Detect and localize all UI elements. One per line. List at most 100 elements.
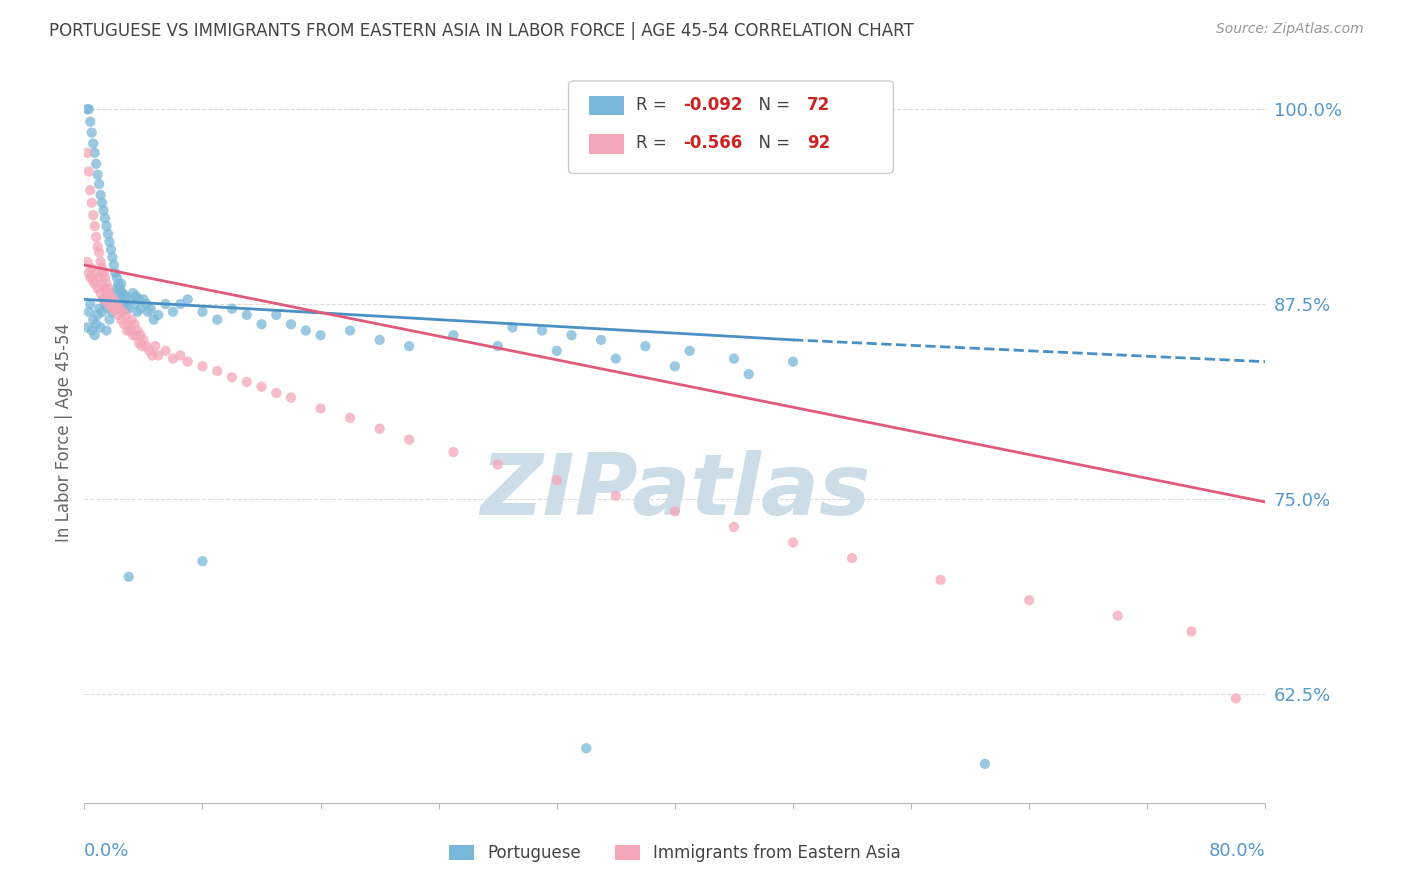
Point [127, 305, 149, 319]
Point [221, 370, 243, 384]
Point [100, 243, 122, 257]
Point [250, 318, 273, 332]
Point [162, 305, 184, 319]
Point [132, 333, 155, 347]
Point [266, 308, 288, 322]
Point [974, 756, 997, 771]
Point [339, 324, 361, 338]
Point [841, 551, 863, 566]
Point [125, 328, 148, 343]
Point [80, 261, 103, 276]
Point [84, 318, 107, 332]
Point [546, 473, 568, 487]
Point [121, 312, 143, 326]
Point [77, 102, 100, 116]
Point [110, 286, 132, 301]
Point [191, 305, 214, 319]
Point [155, 343, 177, 358]
Point [98, 286, 121, 301]
Point [723, 520, 745, 534]
Point [309, 328, 332, 343]
Point [129, 301, 152, 316]
Point [76, 145, 98, 160]
Point [177, 354, 200, 368]
Text: -0.566: -0.566 [683, 134, 742, 153]
Point [486, 339, 509, 353]
Point [280, 391, 302, 405]
Point [112, 297, 135, 311]
Point [339, 410, 361, 425]
Point [162, 351, 184, 366]
Point [104, 289, 127, 303]
Point [782, 535, 804, 549]
Point [86, 239, 108, 253]
Point [91, 277, 114, 291]
Point [250, 379, 273, 393]
Point [112, 318, 135, 332]
Point [191, 359, 214, 374]
Point [83, 328, 105, 343]
Point [125, 289, 148, 303]
Point [129, 328, 152, 343]
Point [107, 277, 129, 291]
Point [96, 277, 118, 291]
Point [501, 320, 523, 334]
Point [100, 286, 122, 301]
Point [1107, 608, 1129, 623]
Text: N =: N = [748, 95, 796, 113]
Point [591, 333, 613, 347]
Point [101, 301, 124, 316]
Point [148, 349, 170, 363]
Point [236, 375, 259, 389]
Point [1181, 624, 1204, 639]
Point [77, 266, 100, 280]
Text: 80.0%: 80.0% [1209, 842, 1265, 860]
Point [280, 318, 302, 332]
FancyBboxPatch shape [589, 95, 624, 115]
Point [93, 293, 115, 307]
Point [90, 255, 112, 269]
Point [100, 293, 122, 307]
Point [127, 324, 149, 338]
Point [84, 230, 107, 244]
Point [96, 286, 118, 301]
Point [104, 301, 127, 316]
Point [82, 312, 104, 326]
Point [1225, 691, 1247, 706]
Point [108, 301, 131, 316]
Point [84, 157, 107, 171]
Point [97, 281, 120, 295]
Point [191, 554, 214, 568]
Point [634, 339, 657, 353]
FancyBboxPatch shape [589, 135, 624, 153]
Point [122, 286, 145, 301]
Point [96, 289, 118, 303]
Point [782, 354, 804, 368]
Point [80, 195, 103, 210]
Point [97, 297, 120, 311]
Point [108, 281, 131, 295]
Point [80, 324, 103, 338]
Point [100, 293, 122, 307]
Point [101, 250, 124, 264]
Point [266, 385, 288, 400]
Point [90, 320, 112, 334]
Point [96, 324, 118, 338]
Point [82, 208, 104, 222]
Point [575, 741, 598, 756]
Point [79, 183, 101, 197]
Point [143, 339, 166, 353]
Point [103, 297, 125, 311]
Point [115, 324, 138, 338]
Point [398, 433, 420, 447]
Point [87, 177, 111, 191]
Text: -0.092: -0.092 [683, 95, 742, 113]
Point [111, 293, 134, 307]
Point [104, 266, 127, 280]
Point [91, 195, 114, 210]
Point [76, 102, 98, 116]
Point [94, 281, 117, 295]
Point [142, 312, 165, 326]
Point [1018, 593, 1040, 607]
Point [221, 301, 243, 316]
